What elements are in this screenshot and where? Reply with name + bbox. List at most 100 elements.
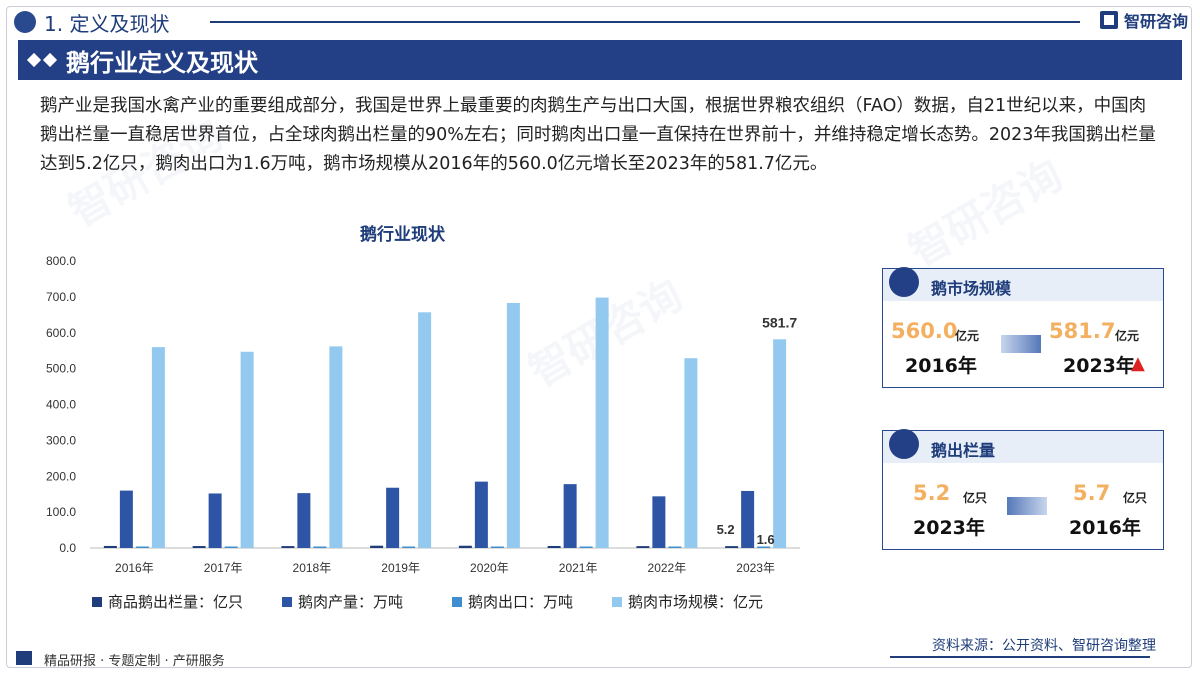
bar [208,493,222,548]
y-tick-label: 500.0 [46,362,76,376]
card-title: 鹅市场规模 [931,279,1012,298]
bar [418,312,432,548]
footer-slogan: 精品研报 · 专题定制 · 产研服务 [44,654,225,669]
market-year-2023: 2023年 [1063,355,1135,377]
y-tick-label: 300.0 [46,433,76,447]
count-year-2016: 2016年 [1069,517,1141,539]
legend-swatch [452,597,462,607]
y-tick-label: 400.0 [46,398,76,412]
count-unit-2023: 亿只 [963,491,988,505]
bar [386,487,400,548]
bar [636,546,650,548]
data-label: 1.6 [757,532,775,547]
page-frame [6,6,1192,668]
right-arrow-icon [1001,335,1041,353]
bar [297,493,311,548]
x-tick-label: 2019年 [381,561,420,575]
bar [595,297,609,548]
bar [402,546,416,548]
data-label: 581.7 [762,314,797,330]
bar [506,302,520,548]
line-chart-icon [889,429,919,459]
x-tick-label: 2021年 [559,561,598,575]
intro-paragraph: 鹅产业是我国水禽产业的重要组成部分，我国是世界上最重要的肉鹅生产与出口大国，根据… [40,96,1156,174]
bar [547,545,561,548]
data-label: 5.2 [717,522,735,537]
bar [757,546,771,548]
bar [474,481,488,548]
left-arrow-icon [1007,497,1047,515]
bar [192,546,206,548]
y-tick-label: 200.0 [46,469,76,483]
bar [773,339,787,548]
market-unit-2016: 亿元 [955,329,980,343]
chart-title: 鹅行业现状 [360,225,445,245]
legend-swatch [282,597,292,607]
count-unit-2016: 亿只 [1123,491,1148,505]
market-value-2016: 560.0 [891,319,958,343]
pie-chart-icon [889,267,919,297]
bar [313,546,327,548]
logo-icon [16,651,32,665]
y-tick-label: 100.0 [46,505,76,519]
up-arrow-icon: ▲ [1131,353,1145,374]
x-tick-label: 2016年 [115,561,154,575]
bar [458,545,472,548]
x-tick-label: 2017年 [204,561,243,575]
x-tick-label: 2020年 [470,561,509,575]
x-tick-label: 2018年 [293,561,332,575]
market-unit-2023: 亿元 [1115,329,1140,343]
bar [579,546,593,548]
bar [224,546,238,548]
bar [741,490,755,548]
footer-divider [890,656,1150,658]
bar [370,545,384,548]
y-tick-label: 700.0 [46,290,76,304]
count-year-2023: 2023年 [913,517,985,539]
card-header [883,269,1163,301]
market-year-2016: 2016年 [905,355,977,377]
legend-label: 商品鹅出栏量：亿只 [108,594,243,611]
legend-label: 鹅肉市场规模：亿元 [628,594,763,611]
x-tick-label: 2022年 [648,561,687,575]
bar [725,546,739,548]
bar [281,546,295,548]
bar [684,358,698,548]
banner: 鹅行业定义及现状 [18,40,1182,80]
legend-swatch [612,597,622,607]
brand-name: 智研咨询 [1123,12,1188,31]
y-tick-label: 600.0 [46,326,76,340]
market-value-2023: 581.7 [1049,319,1116,343]
bar [490,546,504,548]
bar [329,346,343,548]
bullet-icon [14,11,36,33]
y-tick-label: 0.0 [59,541,76,555]
bar [135,546,149,548]
legend-label: 鹅肉出口：万吨 [468,594,573,611]
legend-swatch [92,597,102,607]
market-size-card: 鹅市场规模 560.0 亿元 2016年 581.7 亿元 2023年 ▲ [882,267,1164,388]
top-bar: 1. 定义及现状 [14,8,169,36]
source-note: 资料来源：公开资料、智研咨询整理 [932,638,1156,654]
bar [103,545,117,548]
section-title: 1. 定义及现状 [44,11,170,36]
count-value-2016: 5.7 [1073,481,1111,505]
bar [119,490,133,548]
brand-icon [1099,11,1118,29]
card-header [883,431,1163,463]
legend-label: 鹅肉产量：万吨 [298,594,403,611]
x-tick-label: 2023年 [736,561,775,575]
brand-logo: 智研咨询 [1099,8,1188,32]
bar-chart: 0.0 100.0 200.0 300.0 400.0 500.0 600.0 700.0 80… [46,254,800,611]
goose-count-card: 鹅出栏量 5.2 亿只 2023年 5.7 亿只 2016年 [882,429,1164,550]
bar [240,351,254,548]
bar [668,546,682,548]
bar [563,484,577,548]
bar [652,496,666,548]
top-divider [210,21,1080,23]
diamond-icon [18,52,66,68]
bar [151,347,165,548]
banner-title: 鹅行业定义及现状 [66,48,258,77]
y-tick-label: 800.0 [46,254,76,268]
count-value-2023: 5.2 [913,481,951,505]
